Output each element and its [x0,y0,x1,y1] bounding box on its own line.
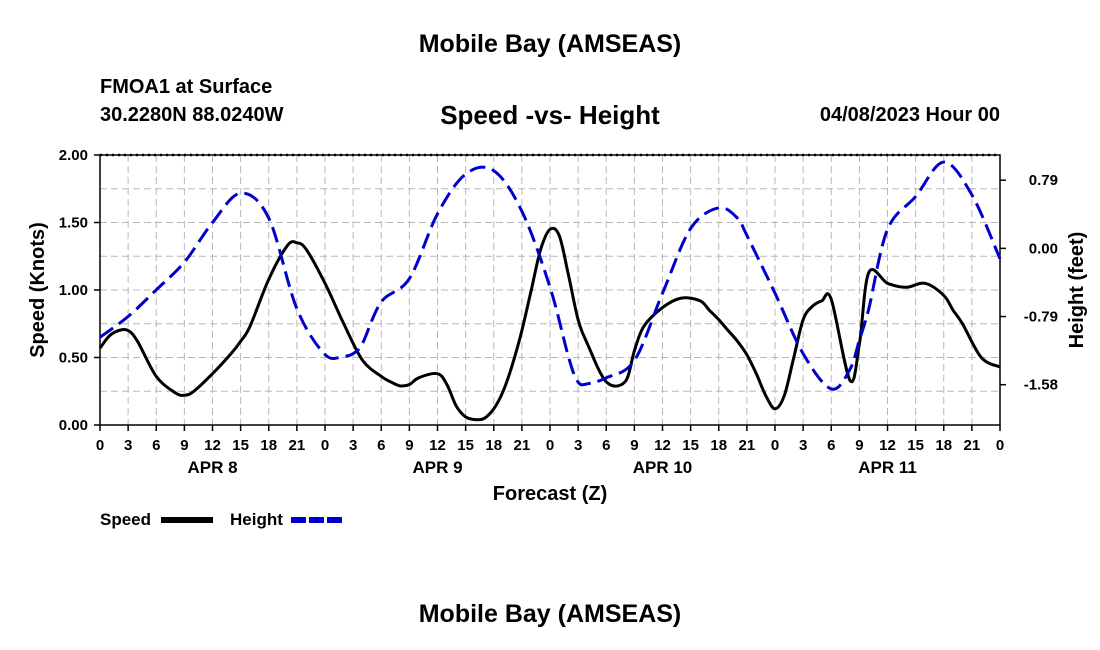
x-tick-label: 3 [349,437,357,454]
x-tick-label: 6 [377,437,385,454]
y-tick-label: 1.50 [59,215,88,232]
x-tick-label: 0 [321,437,329,454]
x-tick-label: 0 [771,437,779,454]
station-label: FMOA1 at Surface [100,76,273,98]
x-tick-label: 21 [739,437,756,454]
x-tick-label: 3 [574,437,582,454]
legend-height-label: Height [230,510,283,529]
x-tick-label: 9 [405,437,413,454]
footer-title: Mobile Bay (AMSEAS) [418,600,682,628]
x-tick-label: 18 [260,437,277,454]
x-tick-label: 15 [682,437,699,454]
y2-tick-label: -0.79 [1024,309,1058,326]
x-tick-label: 9 [855,437,863,454]
x-tick-label: 6 [827,437,835,454]
x-axis-label: Forecast (Z) [493,483,607,505]
x-tick-label: 21 [289,437,306,454]
y-tick-label: 1.00 [59,282,88,299]
x-tick-label: 18 [935,437,952,454]
x-tick-label: 9 [180,437,188,454]
x-tick-label: 3 [124,437,132,454]
y-tick-label: 0.50 [59,350,88,367]
x-tick-label: 0 [546,437,554,454]
x-tick-label: 18 [485,437,502,454]
x-tick-label: 21 [514,437,531,454]
y-axis-label: Speed (Knots) [27,222,49,358]
legend-speed-label: Speed [100,510,151,529]
x-tick-label: 15 [457,437,474,454]
date-label: APR 11 [858,458,917,477]
coordinates-label: 30.2280N 88.0240W [100,104,284,126]
y2-axis-label: Height (feet) [1066,232,1088,349]
x-tick-label: 9 [630,437,638,454]
x-tick-label: 18 [710,437,727,454]
y2-tick-label: -1.58 [1024,377,1058,394]
x-tick-label: 15 [907,437,924,454]
x-tick-label: 15 [232,437,249,454]
x-tick-label: 6 [152,437,160,454]
chart-title: Speed -vs- Height [440,100,660,130]
page-title: Mobile Bay (AMSEAS) [418,30,682,58]
run-time-label: 04/08/2023 Hour 00 [819,104,1000,126]
date-label: APR 9 [412,458,462,477]
y2-tick-label: 0.79 [1029,172,1058,189]
date-label: APR 8 [187,458,237,477]
x-tick-label: 12 [429,437,446,454]
y-tick-label: 2.00 [59,147,88,164]
y-tick-label: 0.00 [59,417,88,434]
x-tick-label: 12 [654,437,671,454]
height-series-line [99,160,1002,391]
y2-tick-label: 0.00 [1029,240,1058,257]
x-tick-label: 21 [964,437,981,454]
x-tick-label: 6 [602,437,610,454]
x-tick-label: 0 [96,437,104,454]
x-tick-label: 3 [799,437,807,454]
speed-series-line [98,226,1001,422]
x-tick-label: 0 [996,437,1004,454]
x-tick-label: 12 [879,437,896,454]
x-tick-label: 12 [204,437,221,454]
date-label: APR 10 [633,458,693,477]
